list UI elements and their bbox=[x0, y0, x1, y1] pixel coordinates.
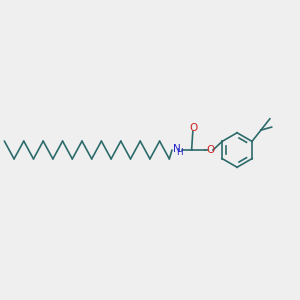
Text: H: H bbox=[176, 148, 183, 158]
Text: O: O bbox=[207, 145, 215, 155]
Text: O: O bbox=[189, 123, 197, 133]
Text: N: N bbox=[173, 144, 181, 154]
